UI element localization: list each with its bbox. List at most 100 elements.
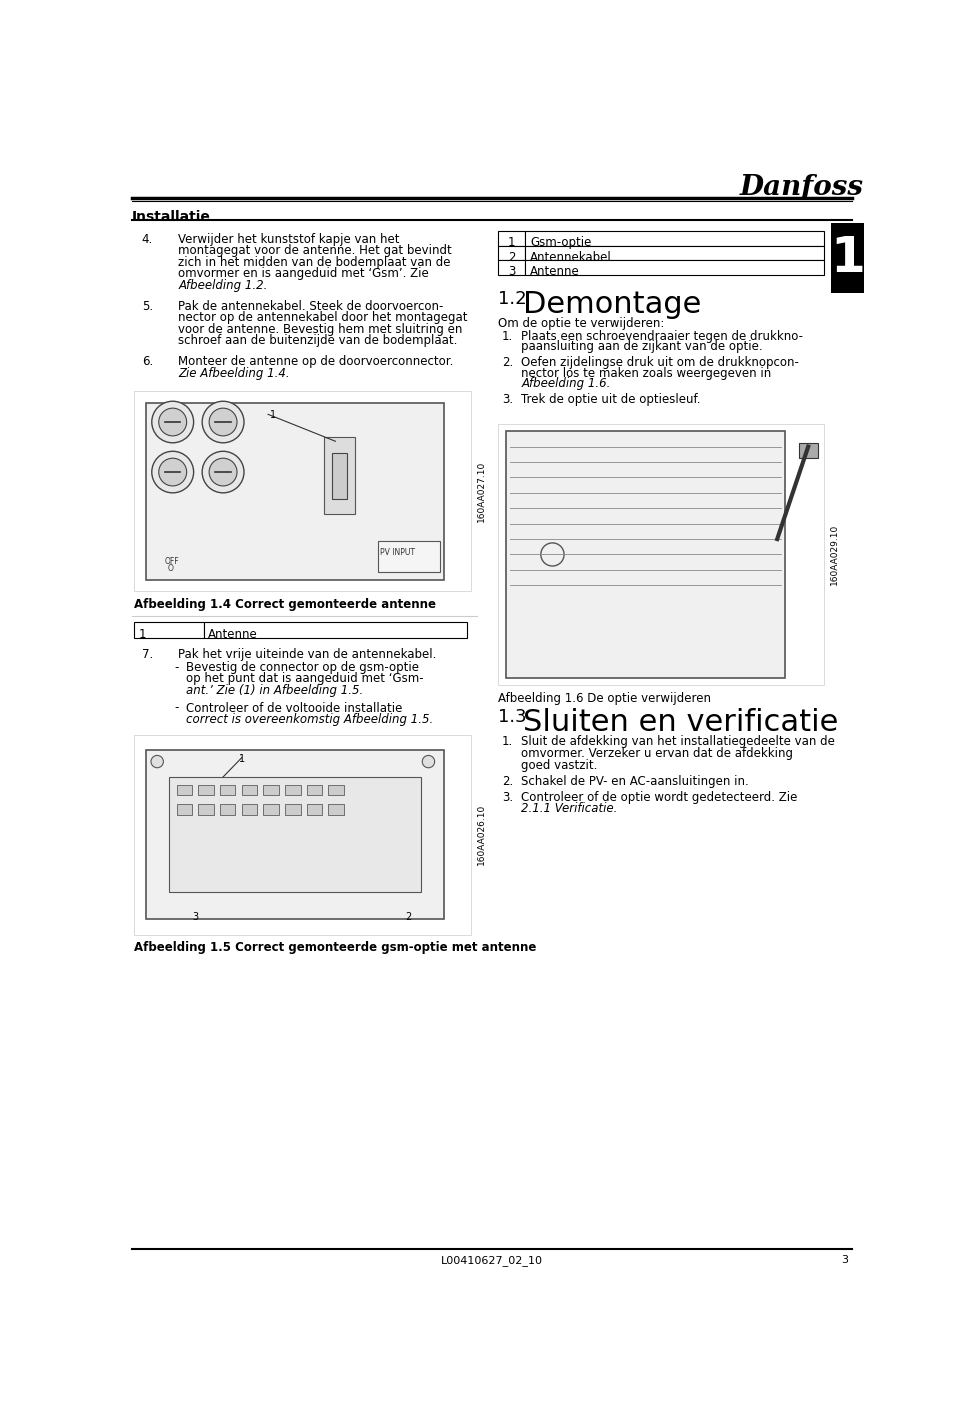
Text: 2: 2 xyxy=(405,912,412,922)
Text: Installatie: Installatie xyxy=(132,209,210,224)
Text: 4.: 4. xyxy=(142,232,153,245)
Text: 6.: 6. xyxy=(142,355,153,368)
Bar xyxy=(799,443,818,459)
Text: Plaats een schroevendraaier tegen de drukkno-: Plaats een schroevendraaier tegen de dru… xyxy=(521,329,804,342)
Bar xyxy=(169,777,420,892)
Circle shape xyxy=(152,402,194,443)
Bar xyxy=(177,785,192,795)
Text: 160AA027.10: 160AA027.10 xyxy=(477,460,487,522)
Bar xyxy=(242,804,257,815)
Bar xyxy=(328,785,344,795)
Text: Sluiten en verificatie: Sluiten en verificatie xyxy=(523,708,838,738)
Bar xyxy=(134,392,471,591)
Circle shape xyxy=(151,755,163,768)
Bar xyxy=(525,245,824,261)
Bar xyxy=(220,785,235,795)
Bar xyxy=(285,804,300,815)
Text: goed vastzit.: goed vastzit. xyxy=(521,758,598,771)
Circle shape xyxy=(209,459,237,486)
Text: 1.: 1. xyxy=(502,735,514,748)
Text: 160AA026.10: 160AA026.10 xyxy=(477,804,487,865)
Text: Om de optie te verwijderen:: Om de optie te verwijderen: xyxy=(498,318,664,331)
Text: 3: 3 xyxy=(842,1255,849,1265)
Text: -: - xyxy=(175,661,179,674)
Text: Afbeelding 1.6 De optie verwijderen: Afbeelding 1.6 De optie verwijderen xyxy=(498,691,711,704)
Bar xyxy=(242,785,257,795)
Text: Trek de optie uit de optiesleuf.: Trek de optie uit de optiesleuf. xyxy=(521,393,701,406)
Text: 1.2: 1.2 xyxy=(498,291,527,308)
Text: omvormer en is aangeduid met ‘Gsm’. Zie: omvormer en is aangeduid met ‘Gsm’. Zie xyxy=(179,268,429,281)
Bar xyxy=(328,804,344,815)
Bar xyxy=(498,245,525,261)
Text: ant.’ Zie (1) in Afbeelding 1.5.: ant.’ Zie (1) in Afbeelding 1.5. xyxy=(186,684,363,697)
Bar xyxy=(134,735,471,935)
Text: nector op de antennekabel door het montagegat: nector op de antennekabel door het monta… xyxy=(179,311,468,323)
Bar xyxy=(324,437,355,514)
Bar xyxy=(263,785,278,795)
Text: Controleer of de voltooide installatie: Controleer of de voltooide installatie xyxy=(186,701,402,714)
Bar xyxy=(199,804,214,815)
Bar xyxy=(146,750,444,919)
Text: 3.: 3. xyxy=(502,791,514,804)
Text: montagegat voor de antenne. Het gat bevindt: montagegat voor de antenne. Het gat bevi… xyxy=(179,244,452,256)
Text: Sluit de afdekking van het installatiegedeelte van de: Sluit de afdekking van het installatiege… xyxy=(521,735,835,748)
Text: L00410627_02_10: L00410627_02_10 xyxy=(441,1255,543,1265)
Bar xyxy=(263,804,278,815)
Text: Antennekabel: Antennekabel xyxy=(530,251,612,264)
Text: correct is overeenkomstig Afbeelding 1.5.: correct is overeenkomstig Afbeelding 1.5… xyxy=(186,712,433,727)
Circle shape xyxy=(209,408,237,436)
Bar xyxy=(199,785,214,795)
Bar xyxy=(177,804,192,815)
Bar xyxy=(146,403,444,580)
Bar xyxy=(134,623,204,637)
Text: 3.: 3. xyxy=(502,393,514,406)
Text: 160AA029.10: 160AA029.10 xyxy=(829,524,839,586)
Text: 1: 1 xyxy=(138,627,146,641)
Text: 3: 3 xyxy=(192,912,198,922)
Bar xyxy=(498,261,525,275)
Text: 2.: 2. xyxy=(502,356,514,369)
Text: 7.: 7. xyxy=(142,648,153,661)
Text: 3: 3 xyxy=(508,265,516,278)
Text: Afbeelding 1.2.: Afbeelding 1.2. xyxy=(179,279,268,292)
Text: Antenne: Antenne xyxy=(530,265,580,278)
Text: Controleer of de optie wordt gedetecteerd. Zie: Controleer of de optie wordt gedetecteer… xyxy=(521,791,798,804)
Text: PV INPUT: PV INPUT xyxy=(379,547,415,557)
Text: 1: 1 xyxy=(270,410,276,420)
Text: Bevestig de connector op de gsm-optie: Bevestig de connector op de gsm-optie xyxy=(186,661,419,674)
Circle shape xyxy=(203,402,244,443)
Bar xyxy=(307,804,323,815)
Bar xyxy=(331,453,348,499)
Text: Pak de antennekabel. Steek de doorvoercon-: Pak de antennekabel. Steek de doorvoerco… xyxy=(179,299,444,312)
Bar xyxy=(498,423,824,685)
Text: nector los te maken zoals weergegeven in: nector los te maken zoals weergegeven in xyxy=(521,366,772,379)
Bar xyxy=(525,261,824,275)
Text: Pak het vrije uiteinde van de antennekabel.: Pak het vrije uiteinde van de antennekab… xyxy=(179,648,437,661)
Text: 1: 1 xyxy=(508,237,516,249)
Text: Zie Afbeelding 1.4.: Zie Afbeelding 1.4. xyxy=(179,366,290,379)
Circle shape xyxy=(158,459,186,486)
Bar xyxy=(525,231,824,245)
Text: Afbeelding 1.4 Correct gemonteerde antenne: Afbeelding 1.4 Correct gemonteerde anten… xyxy=(134,597,436,610)
Text: 1: 1 xyxy=(830,234,865,282)
Bar xyxy=(307,785,323,795)
Text: Danfoss: Danfoss xyxy=(740,174,864,201)
Text: Schakel de PV- en AC-aansluitingen in.: Schakel de PV- en AC-aansluitingen in. xyxy=(521,775,749,788)
Bar xyxy=(498,231,525,245)
Text: paansluiting aan de zijkant van de optie.: paansluiting aan de zijkant van de optie… xyxy=(521,341,763,353)
Bar xyxy=(204,623,468,637)
Text: OFF: OFF xyxy=(165,557,180,566)
Text: omvormer. Verzeker u ervan dat de afdekking: omvormer. Verzeker u ervan dat de afdekk… xyxy=(521,747,794,760)
Text: zich in het midden van de bodemplaat van de: zich in het midden van de bodemplaat van… xyxy=(179,255,450,269)
Text: 2.1.1 Verificatie.: 2.1.1 Verificatie. xyxy=(521,802,618,815)
Text: 1.3: 1.3 xyxy=(498,708,527,727)
Circle shape xyxy=(152,452,194,493)
Text: Antenne: Antenne xyxy=(208,627,258,641)
Text: Gsm-optie: Gsm-optie xyxy=(530,237,591,249)
Circle shape xyxy=(203,452,244,493)
Text: voor de antenne. Bevestig hem met sluitring en: voor de antenne. Bevestig hem met sluitr… xyxy=(179,322,463,336)
Text: Afbeelding 1.6.: Afbeelding 1.6. xyxy=(521,378,611,390)
Text: op het punt dat is aangeduid met ‘Gsm-: op het punt dat is aangeduid met ‘Gsm- xyxy=(186,673,423,685)
Text: Demontage: Demontage xyxy=(523,291,702,319)
Text: 1: 1 xyxy=(239,754,245,764)
